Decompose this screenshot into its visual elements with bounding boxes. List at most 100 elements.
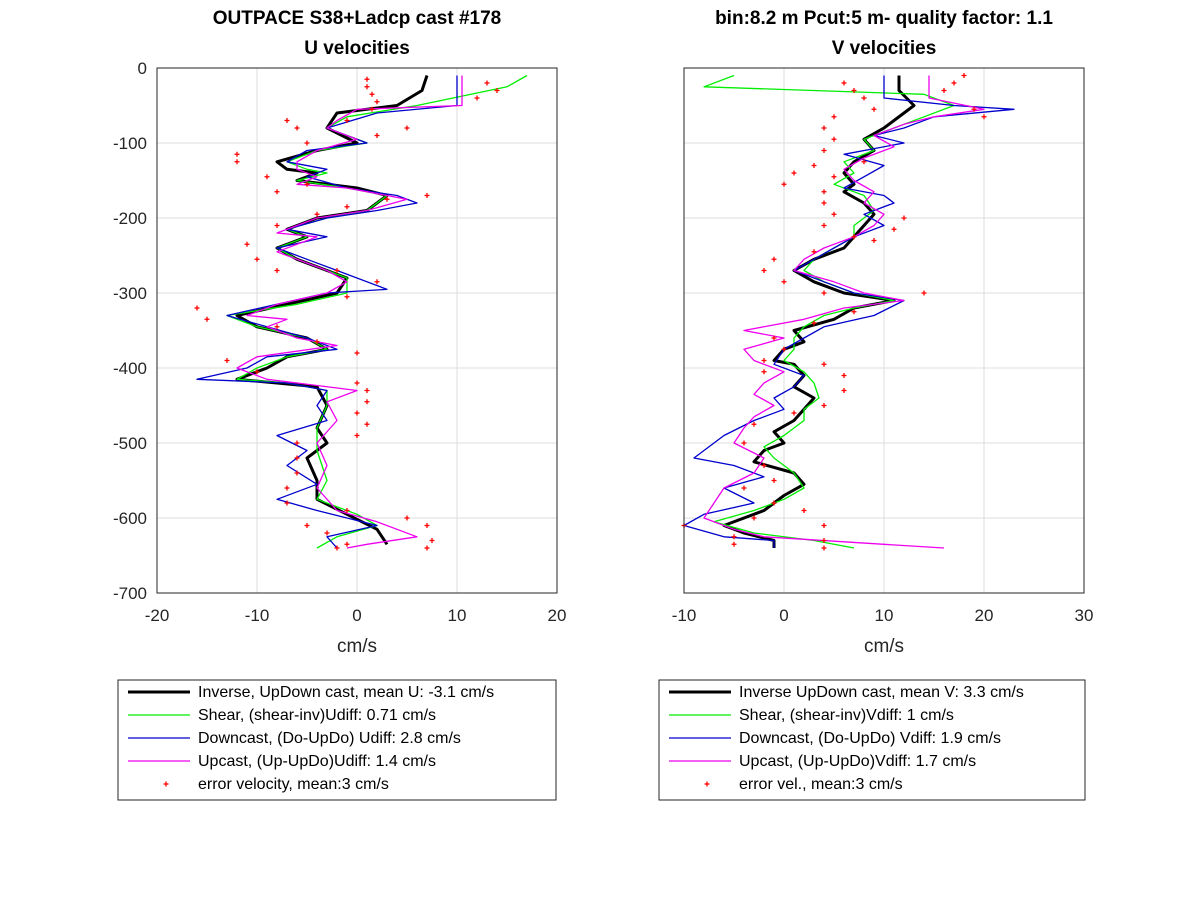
- v-legend-label: Shear, (shear-inv)Vdiff: 1 cm/s: [739, 707, 954, 724]
- v-error-velocity-point: [821, 223, 827, 228]
- v-error-velocity-point: [731, 534, 737, 540]
- u-error-velocity-point: [384, 196, 390, 202]
- u-legend-item: Shear, (shear-inv)Udiff: 0.71 cm/s: [128, 707, 436, 724]
- v-error-velocity-point: [941, 88, 947, 93]
- v-x-tick-label: 10: [875, 606, 894, 625]
- v-error-velocity-point: [731, 541, 737, 547]
- v-x-tick-label: -10: [672, 606, 697, 625]
- u-legend-label: Downcast, (Do-UpDo) Udiff: 2.8 cm/s: [198, 730, 461, 747]
- u-x-tick-label: -10: [245, 606, 270, 625]
- u-legend: Inverse, UpDown cast, mean U: -3.1 cm/s S…: [117, 679, 557, 801]
- u-error-velocity-point: [304, 181, 310, 187]
- u-x-tick-label: 10: [448, 606, 467, 625]
- u-error-velocity-point: [314, 339, 320, 345]
- u-y-tick-label: -200: [113, 209, 147, 228]
- u-error-velocity-point: [324, 530, 330, 536]
- u-error-velocity-point: [344, 118, 350, 123]
- v-error-velocity-point: [771, 478, 777, 483]
- v-legend-box: [658, 679, 1086, 801]
- v-error-velocity-point: [961, 73, 967, 78]
- u-legend-item: error velocity, mean:3 cm/s: [163, 776, 389, 793]
- v-error-velocity-point: [741, 440, 747, 446]
- v-error-velocity-point: [871, 238, 877, 243]
- v-error-velocity-point: [851, 309, 857, 315]
- v-error-velocity-point: [831, 211, 837, 217]
- u-error-velocity-point: [354, 380, 360, 386]
- u-error-velocity-point: [369, 91, 375, 97]
- v-x-axis-label: cm/s: [864, 636, 904, 657]
- v-error-velocity-point: [841, 80, 847, 86]
- v-error-velocity-point: [791, 170, 797, 176]
- u-y-tick-label: -100: [113, 134, 147, 153]
- v-error-velocity-point: [741, 485, 747, 491]
- u-error-velocity-point: [254, 256, 260, 262]
- u-error-velocity-point: [424, 523, 430, 528]
- v-error-velocity-point: [861, 95, 867, 101]
- v-error-velocity-point: [821, 148, 827, 153]
- u-error-velocity-point: [314, 211, 320, 217]
- v-error-velocity-point: [791, 410, 797, 416]
- v-error-velocity-point: [921, 290, 927, 296]
- u-shear-line: [226, 74, 528, 549]
- u-error-velocity-point: [354, 350, 360, 356]
- u-error-velocity-point: [344, 294, 350, 300]
- v-downcast-line: [683, 75, 1015, 548]
- v-x-tick-label: 0: [779, 606, 788, 625]
- u-y-tick-label: -300: [113, 284, 147, 303]
- v-error-velocity-point: [981, 114, 987, 120]
- v-error-velocity-point: [861, 159, 867, 165]
- u-error-velocity-point: [354, 433, 360, 438]
- u-x-axis-label: cm/s: [337, 636, 377, 657]
- u-error-velocity-point: [244, 241, 250, 247]
- u-legend-item: Inverse, UpDown cast, mean U: -3.1 cm/s: [128, 684, 494, 701]
- u-error-velocity-point: [274, 324, 280, 330]
- v-legend-label: Inverse UpDown cast, mean V: 3.3 cm/s: [739, 684, 1024, 701]
- u-error-velocity-point: [429, 538, 435, 543]
- v-error-velocity-point: [821, 545, 827, 551]
- v-error-velocity-point: [851, 234, 857, 240]
- v-error-velocity-point: [821, 200, 827, 206]
- v-error-velocity-point: [801, 508, 807, 513]
- v-upcast-line: [703, 75, 985, 549]
- u-error-velocity-point: [424, 545, 430, 551]
- v-error-velocity-point: [811, 320, 817, 326]
- u-series-group: [194, 74, 528, 551]
- u-error-velocity-point: [484, 80, 490, 86]
- u-y-tick-label: -500: [113, 434, 147, 453]
- v-error-velocity-point: [811, 249, 817, 255]
- u-error-velocity-point: [334, 545, 340, 551]
- v-error-velocity-point: [971, 106, 977, 112]
- v-velocity-panel: bin:8.2 m Pcut:5 m- quality factor: 1.1 …: [658, 8, 1094, 801]
- v-shear-line: [703, 74, 955, 549]
- v-legend-item: Upcast, (Up-UpDo)Vdiff: 1.7 cm/s: [669, 753, 976, 770]
- v-legend-label: error vel., mean:3 cm/s: [739, 776, 903, 793]
- u-error-velocity-point: [274, 268, 280, 273]
- v-error-velocity-point: [821, 125, 827, 131]
- v-error-velocity-point: [821, 538, 827, 543]
- u-error-velocity-point: [364, 421, 370, 427]
- u-error-velocity-point: [234, 159, 240, 165]
- u-error-velocity-point: [284, 118, 290, 123]
- v-x-tick-label: 30: [1075, 606, 1094, 625]
- u-y-tick-label: -600: [113, 509, 147, 528]
- v-error-velocity-point: [771, 256, 777, 262]
- u-chart-subtitle: U velocities: [304, 38, 410, 59]
- v-chart-subtitle: V velocities: [832, 38, 937, 59]
- v-chart-title: bin:8.2 m Pcut:5 m- quality factor: 1.1: [715, 8, 1053, 29]
- u-legend-label: Shear, (shear-inv)Udiff: 0.71 cm/s: [198, 707, 436, 724]
- u-error-velocity-point: [344, 204, 350, 210]
- u-error-velocity-point: [284, 500, 290, 506]
- v-error-velocity-point: [831, 136, 837, 142]
- v-x-tick-labels: -10 0 10 20 30: [672, 606, 1094, 625]
- u-error-velocity-point: [364, 76, 370, 82]
- u-legend-item: Upcast, (Up-UpDo)Udiff: 1.4 cm/s: [128, 753, 436, 770]
- v-error-velocity-point: [781, 181, 787, 187]
- u-x-tick-label: 0: [352, 606, 361, 625]
- u-error-velocity-point: [274, 189, 280, 195]
- u-legend-label: Inverse, UpDown cast, mean U: -3.1 cm/s: [198, 684, 494, 701]
- u-error-velocity-point: [369, 106, 375, 112]
- u-x-tick-label: -20: [145, 606, 170, 625]
- v-plot-frame: [683, 67, 1085, 594]
- v-legend-item: Inverse UpDown cast, mean V: 3.3 cm/s: [669, 684, 1024, 701]
- u-plot-frame: [156, 67, 558, 594]
